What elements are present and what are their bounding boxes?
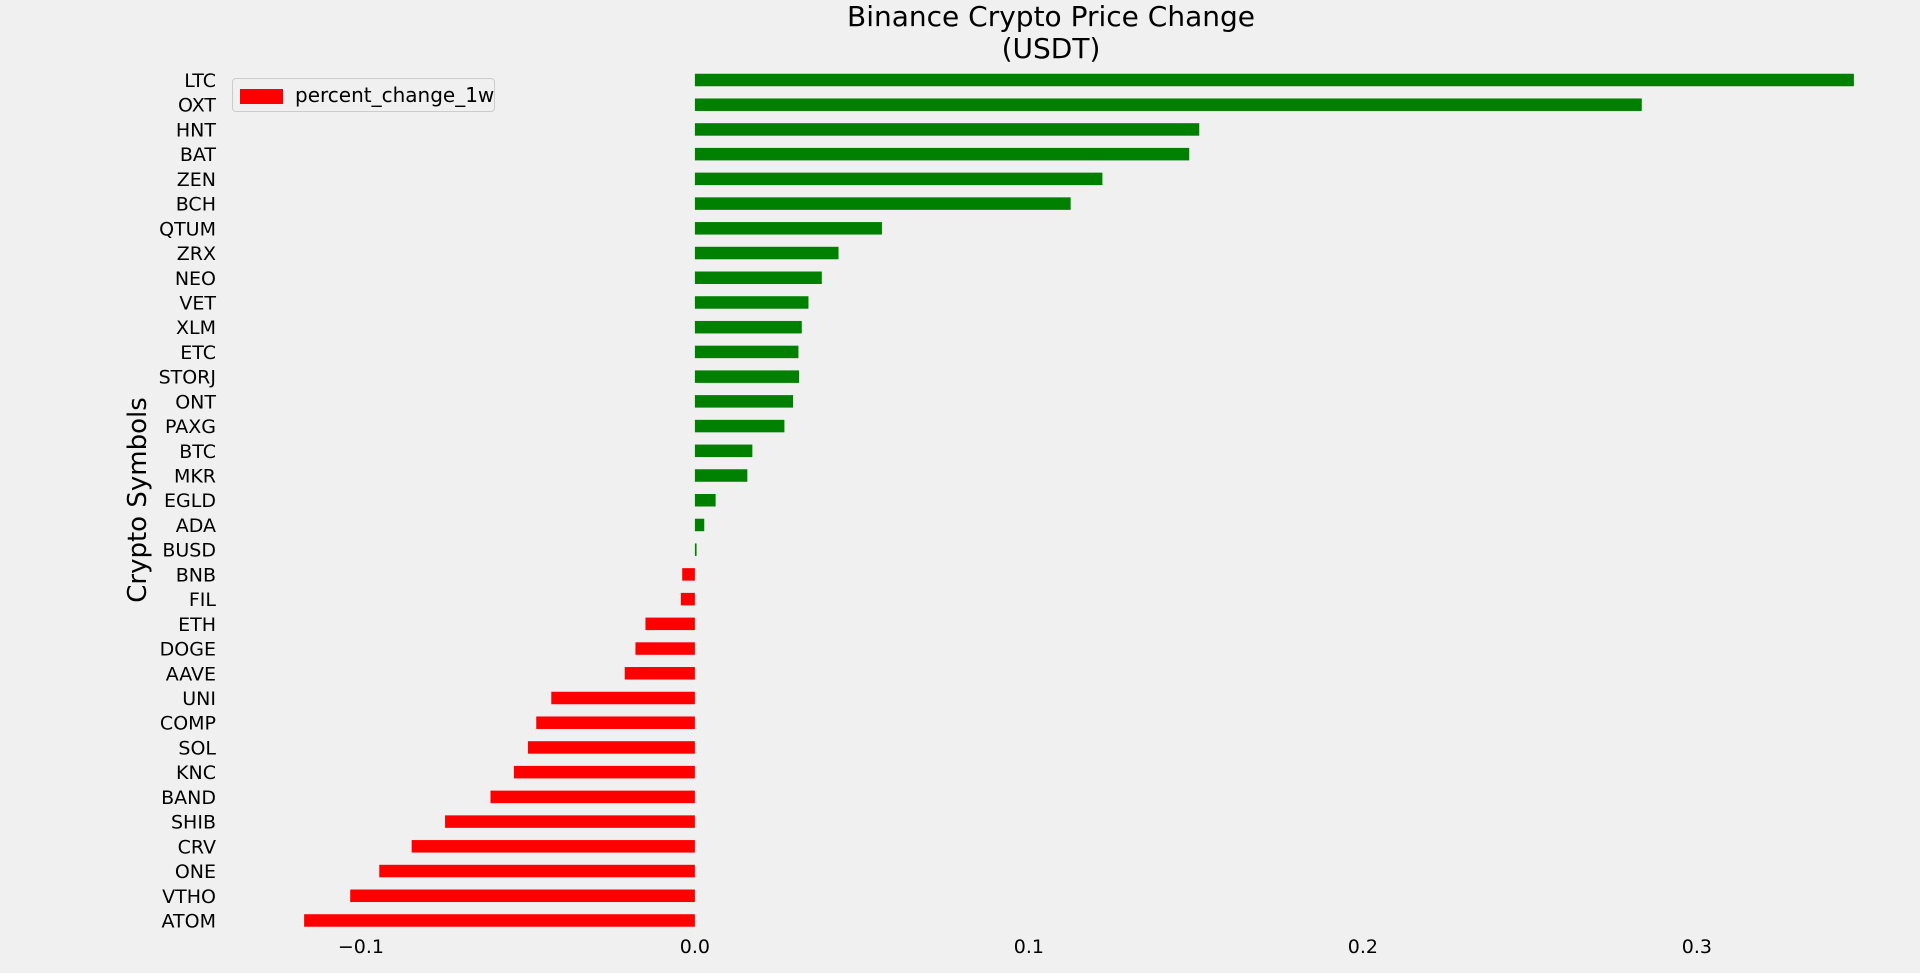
bar-eth — [645, 617, 695, 631]
y-tick-label-ont: ONT — [175, 391, 216, 413]
bar-sol — [527, 741, 695, 754]
y-axis-label: Crypto Symbols — [123, 397, 153, 603]
y-tick-label-xlm: XLM — [176, 317, 216, 339]
bar-etc — [694, 345, 799, 359]
y-tick-label-bch: BCH — [176, 194, 216, 216]
y-tick-label-bnb: BNB — [176, 564, 216, 586]
legend: percent_change_1w — [232, 78, 495, 112]
y-tick-label-ada: ADA — [176, 515, 216, 537]
y-tick-label-knc: KNC — [176, 762, 216, 784]
y-tick-label-band: BAND — [161, 787, 216, 809]
y-tick-label-oxt: OXT — [178, 95, 216, 117]
bar-ada — [694, 518, 705, 532]
bar-shib — [445, 815, 695, 828]
y-tick-label-mkr: MKR — [174, 466, 216, 488]
y-tick-label-sol: SOL — [178, 737, 216, 759]
bar-comp — [536, 716, 695, 729]
bar-uni — [551, 691, 695, 705]
y-tick-label-qtum: QTUM — [159, 218, 216, 240]
y-tick-label-hnt: HNT — [176, 119, 217, 141]
chart-subtitle: (USDT) — [1002, 32, 1101, 65]
bar-mkr — [694, 469, 748, 482]
bar-busd — [694, 543, 697, 556]
bar-xlm — [694, 320, 802, 334]
y-tick-label-vet: VET — [179, 292, 216, 314]
x-tick-label: 0.3 — [1682, 936, 1712, 958]
bar-oxt — [694, 98, 1642, 111]
bar-neo — [694, 271, 822, 285]
bar-knc — [513, 765, 695, 779]
bar-crv — [411, 840, 695, 853]
y-tick-label-bat: BAT — [180, 144, 217, 166]
legend-swatch — [240, 89, 283, 104]
x-tick-label: 0.1 — [1014, 936, 1044, 958]
bar-zrx — [694, 246, 839, 260]
bar-vtho — [350, 889, 695, 903]
bar-ltc — [694, 73, 1854, 87]
bar-bnb — [682, 568, 695, 581]
y-tick-label-paxg: PAXG — [165, 416, 216, 438]
bar-vet — [694, 296, 809, 309]
bar-fil — [680, 592, 695, 606]
y-tick-label-egld: EGLD — [164, 490, 216, 512]
x-tick-label: 0.0 — [680, 936, 710, 958]
y-tick-label-etc: ETC — [180, 342, 216, 364]
bar-band — [490, 790, 695, 804]
y-tick-label-one: ONE — [175, 861, 216, 883]
bars-group — [304, 73, 1854, 927]
chart-title: Binance Crypto Price Change — [847, 0, 1255, 33]
x-tick-label: 0.2 — [1348, 936, 1378, 958]
y-tick-label-busd: BUSD — [162, 540, 216, 562]
bar-egld — [694, 493, 716, 507]
bar-hnt — [694, 123, 1200, 136]
bar-one — [379, 864, 695, 878]
x-tick-labels: −0.1 0.0 0.1 0.2 0.3 — [338, 936, 1712, 958]
y-tick-label-atom: ATOM — [162, 910, 216, 932]
y-tick-label-aave: AAVE — [166, 663, 216, 685]
bar-btc — [694, 444, 753, 458]
bar-ont — [694, 395, 794, 408]
y-tick-label-zen: ZEN — [177, 169, 216, 191]
y-tick-label-storj: STORJ — [159, 367, 216, 389]
bar-paxg — [694, 419, 785, 433]
bar-aave — [624, 667, 695, 680]
legend-label: percent_change_1w — [295, 83, 495, 107]
bar-qtum — [694, 222, 882, 235]
y-tick-label-comp: COMP — [160, 713, 216, 735]
bar-zen — [694, 172, 1103, 186]
y-tick-label-crv: CRV — [178, 836, 216, 858]
y-tick-label-fil: FIL — [189, 589, 217, 611]
y-tick-label-btc: BTC — [179, 441, 216, 463]
y-tick-label-vtho: VTHO — [162, 886, 216, 908]
bar-doge — [635, 642, 695, 655]
y-tick-label-eth: ETH — [178, 614, 216, 636]
y-tick-label-ltc: LTC — [184, 70, 216, 92]
y-tick-label-zrx: ZRX — [177, 243, 216, 265]
y-tick-label-uni: UNI — [182, 688, 216, 710]
y-tick-label-shib: SHIB — [171, 812, 216, 834]
y-tick-label-neo: NEO — [175, 268, 216, 290]
bar-storj — [694, 370, 800, 383]
y-tick-label-doge: DOGE — [160, 639, 216, 661]
bar-atom — [304, 914, 695, 927]
bar-bch — [694, 197, 1071, 210]
bar-bat — [694, 147, 1190, 161]
x-tick-label: −0.1 — [338, 936, 384, 958]
